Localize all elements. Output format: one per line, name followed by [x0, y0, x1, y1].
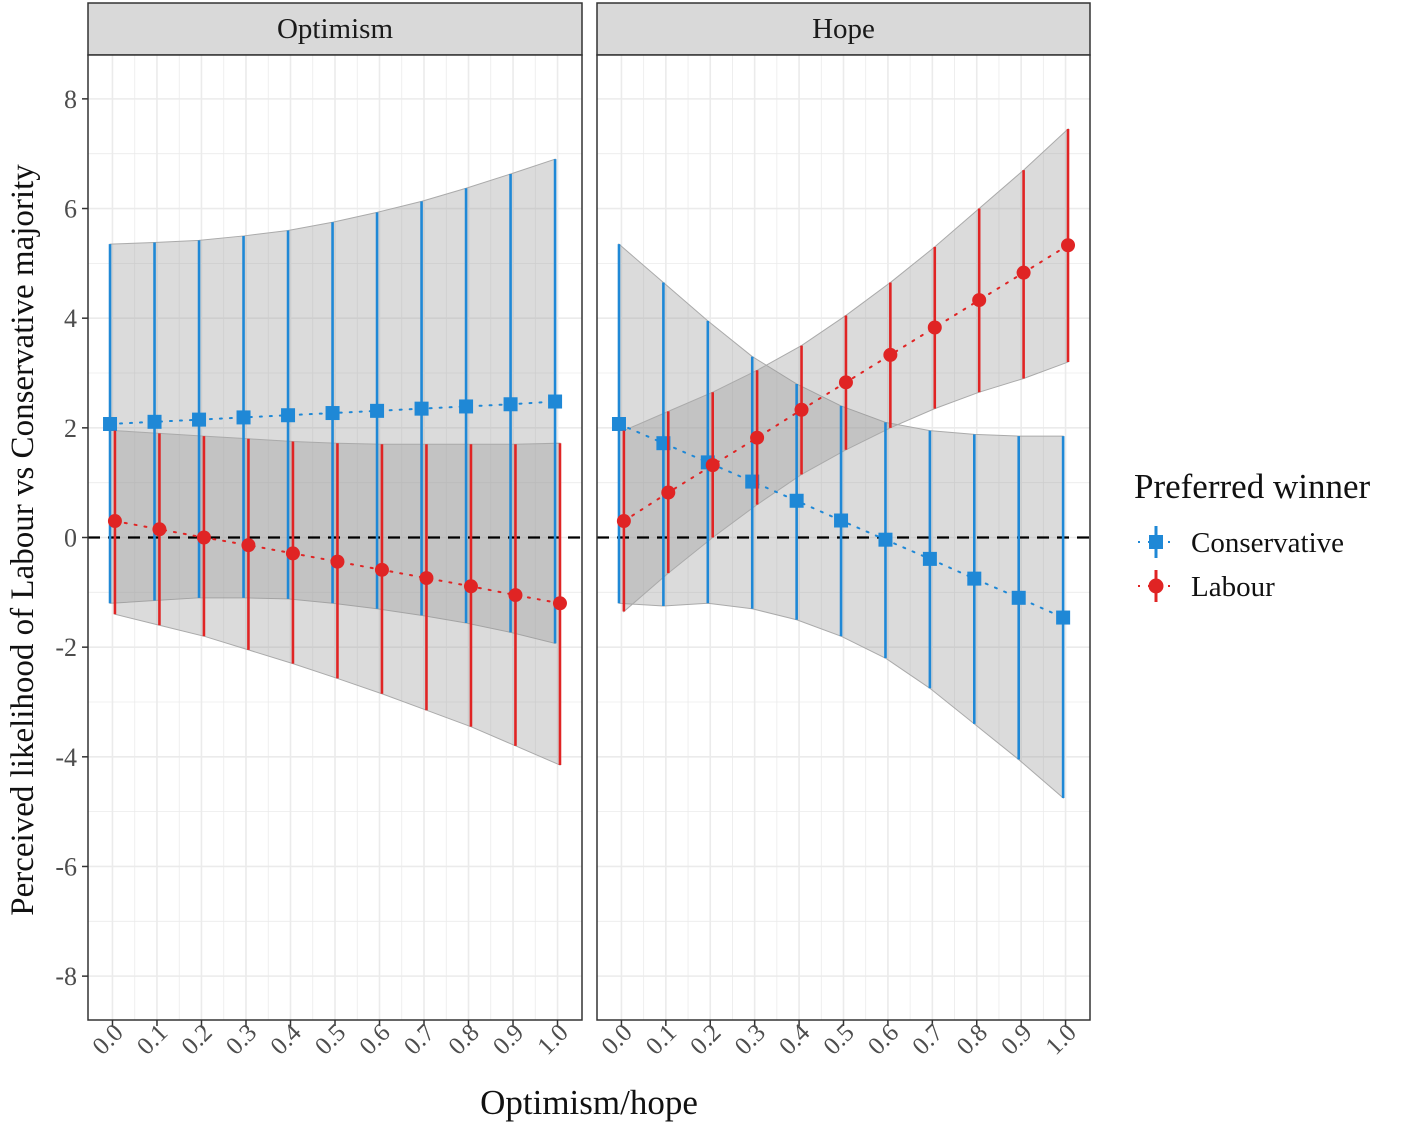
data-point-circle: [196, 530, 211, 545]
y-tick-label: 8: [64, 85, 77, 114]
data-point-square: [878, 532, 893, 547]
y-tick-label: -6: [55, 852, 77, 881]
data-point-circle: [1061, 238, 1076, 253]
data-point-circle: [107, 514, 122, 529]
legend-labour-circle-icon: [1148, 578, 1164, 594]
x-tick-label: 1.0: [1041, 1019, 1082, 1060]
data-point-circle: [794, 402, 809, 417]
series-conservative: [611, 244, 1071, 798]
data-point-circle: [1016, 265, 1031, 280]
data-point-square: [789, 493, 804, 508]
x-tick-label: 0.5: [819, 1019, 860, 1060]
x-tick-label: 0.4: [266, 1019, 308, 1061]
data-point-square: [611, 417, 626, 432]
data-point-circle: [152, 522, 167, 537]
x-axis-label: Optimism/hope: [480, 1083, 698, 1122]
data-point-square: [1011, 590, 1026, 605]
series-labour: [616, 129, 1076, 612]
x-tick-label: 0.7: [399, 1019, 440, 1060]
y-tick-label: 0: [64, 524, 77, 553]
legend-label-labour: Labour: [1191, 571, 1275, 603]
data-point-circle: [374, 562, 389, 577]
data-point-circle: [330, 554, 345, 569]
data-point-square: [103, 417, 118, 432]
y-axis: 8 6 4 2 0 -2 -4 -6 -8: [55, 85, 88, 991]
data-point-circle: [927, 320, 942, 335]
legend-item-labour[interactable]: Labour: [1138, 570, 1275, 603]
data-point-square: [834, 513, 849, 528]
x-tick-label: 0.9: [996, 1019, 1037, 1060]
data-point-square: [414, 401, 429, 416]
facet-strip: [87, 2, 583, 56]
data-point-square: [459, 399, 474, 414]
x-tick-label: 0.0: [88, 1019, 129, 1060]
panel-optimism: Optimism 0.0 0.1 0.2 0.3 0.4 0.5 0.6 0.7 0.8 0.9 1.…: [87, 2, 583, 1061]
series-labour: [107, 430, 567, 766]
data-point-square: [192, 412, 207, 427]
x-tick-label: 0.8: [952, 1019, 993, 1060]
data-point-circle: [285, 546, 300, 561]
x-tick-label: 0.7: [907, 1019, 948, 1060]
y-axis-label: Perceived likelihood of Labour vs Conser…: [5, 164, 41, 916]
data-point-square: [370, 403, 385, 418]
data-point-circle: [463, 579, 478, 594]
legend-title: Preferred winner: [1134, 467, 1370, 506]
legend-item-conservative[interactable]: Conservative: [1138, 526, 1344, 559]
data-point-circle: [552, 596, 567, 611]
x-tick-label: 0.2: [685, 1019, 726, 1060]
x-tick-label: 0.6: [863, 1019, 904, 1060]
x-tick-label: 1.0: [533, 1019, 574, 1060]
data-point-circle: [705, 458, 720, 473]
data-point-square: [503, 397, 518, 412]
data-point-circle: [616, 514, 631, 529]
legend: Preferred winner Conservative Labour: [1134, 467, 1370, 603]
data-point-square: [325, 406, 340, 421]
series-conservative: [103, 159, 563, 644]
data-point-circle: [750, 430, 765, 445]
y-tick-label: -8: [55, 962, 77, 991]
x-tick-label: 0.1: [132, 1019, 173, 1060]
data-point-square: [922, 551, 937, 566]
x-tick-label: 0.5: [310, 1019, 351, 1060]
y-tick-label: 6: [64, 195, 77, 224]
data-point-square: [1056, 610, 1071, 625]
data-point-circle: [508, 588, 523, 603]
data-point-circle: [883, 347, 898, 362]
data-point-circle: [241, 538, 256, 553]
x-tick-label: 0.2: [177, 1019, 218, 1060]
y-tick-label: -4: [55, 743, 77, 772]
data-point-circle: [838, 375, 853, 390]
legend-conservative-square-icon: [1149, 535, 1163, 549]
data-point-square: [147, 414, 162, 429]
data-point-square: [236, 410, 251, 425]
facet-title: Hope: [812, 13, 875, 45]
y-tick-label: 2: [64, 414, 77, 443]
x-tick-label: 0.0: [596, 1019, 637, 1060]
x-tick-label: 0.3: [730, 1019, 771, 1060]
facet-strip: [596, 2, 1091, 56]
x-tick-label: 0.4: [774, 1019, 816, 1061]
facet-title: Optimism: [277, 13, 393, 45]
panel-hope: Hope 0.0 0.1 0.2 0.3 0.4 0.5 0.6 0.7 0.8 0.9 1.0: [596, 2, 1091, 1061]
data-point-circle: [972, 293, 987, 308]
data-point-square: [281, 408, 296, 423]
legend-label-conservative: Conservative: [1191, 527, 1344, 559]
x-tick-label: 0.9: [488, 1019, 529, 1060]
data-point-square: [967, 571, 982, 586]
y-tick-label: -2: [55, 633, 77, 662]
x-tick-label: 0.6: [355, 1019, 396, 1060]
data-point-square: [745, 474, 760, 489]
data-point-circle: [419, 571, 434, 586]
y-tick-label: 4: [64, 304, 77, 333]
x-tick-label: 0.3: [221, 1019, 262, 1060]
data-point-circle: [661, 485, 676, 500]
x-tick-label: 0.1: [641, 1019, 682, 1060]
x-axis-ticks: 0.0 0.1 0.2 0.3 0.4 0.5 0.6 0.7 0.8 0.9 1.0: [88, 1019, 574, 1061]
x-tick-label: 0.8: [444, 1019, 485, 1060]
x-axis-ticks: 0.0 0.1 0.2 0.3 0.4 0.5 0.6 0.7 0.8 0.9 1.0: [596, 1019, 1081, 1061]
data-point-square: [548, 394, 563, 409]
data-point-square: [656, 436, 671, 451]
